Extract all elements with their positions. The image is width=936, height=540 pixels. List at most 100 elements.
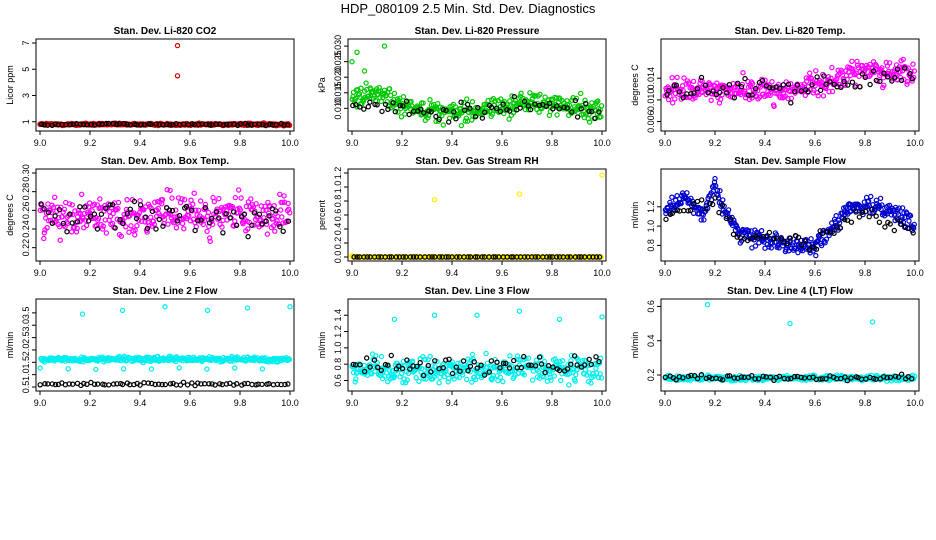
data-point: [862, 74, 869, 81]
data-point: [766, 229, 773, 236]
data-point: [150, 218, 157, 224]
data-point: [361, 68, 368, 74]
data-point: [785, 95, 791, 102]
y-axis-label: degrees C: [5, 194, 15, 236]
data-point: [569, 97, 575, 103]
y-tick-label: 3: [21, 93, 31, 98]
data-point: [93, 366, 99, 373]
data-point: [788, 100, 794, 106]
data-point: [213, 121, 220, 127]
data-point: [79, 311, 86, 317]
data-point: [821, 73, 827, 79]
data-point: [694, 86, 701, 92]
y-tick-label: 1.0: [333, 181, 343, 194]
data-point: [820, 93, 827, 99]
data-point: [598, 114, 604, 120]
data-point: [41, 230, 48, 236]
data-point: [809, 82, 815, 88]
data-point: [123, 224, 129, 230]
data-point: [870, 68, 877, 74]
data-point: [815, 92, 821, 99]
x-tick-label: 9.4: [446, 138, 459, 148]
data-point: [278, 207, 284, 213]
data-point: [284, 122, 291, 128]
data-point: [126, 229, 132, 235]
y-tick-label: 0.6: [333, 209, 343, 222]
y-tick-label: 0.030: [333, 35, 343, 58]
x-tick-label: 9.2: [84, 138, 97, 148]
series-main: [662, 302, 918, 384]
data-point: [756, 94, 763, 101]
data-point: [798, 88, 805, 94]
panel-4: Stan. Dev. Amb. Box Temp. degrees C 9.0 9.2…: [5, 156, 299, 278]
data-point: [894, 66, 901, 73]
data-point: [705, 89, 711, 96]
plot-frame: [35, 298, 295, 392]
data-point: [349, 59, 355, 65]
data-point: [501, 98, 507, 105]
data-point: [710, 88, 716, 94]
data-point: [537, 91, 543, 98]
y-tick-label: 1.5: [21, 356, 31, 369]
data-point: [194, 212, 200, 218]
data-point: [543, 103, 549, 110]
x-tick-label: 10.0: [281, 268, 299, 278]
data-point: [769, 78, 775, 85]
data-point: [891, 227, 898, 234]
data-point: [386, 86, 393, 92]
data-point: [805, 88, 811, 95]
data-point: [206, 121, 213, 128]
x-tick-label: 9.4: [134, 268, 147, 278]
data-point: [823, 81, 829, 87]
data-point: [731, 95, 738, 101]
data-point: [245, 233, 251, 240]
x-tick-label: 9.6: [496, 268, 509, 278]
x-tick-label: 10.0: [593, 268, 611, 278]
data-point: [176, 365, 182, 371]
data-point: [886, 60, 893, 66]
data-point: [792, 88, 798, 95]
data-point: [372, 101, 378, 108]
data-point: [361, 106, 367, 112]
data-point: [850, 66, 856, 72]
series-black: [350, 93, 602, 125]
y-tick-label: 0.6: [646, 300, 656, 313]
data-point: [281, 193, 287, 199]
data-point: [379, 108, 385, 115]
data-point: [882, 224, 888, 230]
data-point: [416, 378, 422, 385]
data-point: [59, 214, 65, 220]
data-point: [681, 207, 687, 214]
data-point: [186, 213, 192, 219]
data-point: [69, 202, 76, 208]
y-tick-label: 0.4: [333, 223, 343, 236]
data-point: [829, 64, 835, 71]
x-tick-label: 10.0: [593, 138, 611, 148]
data-point: [898, 77, 905, 84]
data-point: [817, 87, 824, 94]
data-point: [522, 106, 529, 113]
data-point: [425, 115, 431, 121]
data-point: [354, 49, 360, 56]
data-point: [191, 190, 197, 196]
data-point: [902, 65, 908, 71]
data-point: [879, 65, 885, 71]
panel-8: Stan. Dev. Line 3 Flow ml/min 9.0 9.2 9.4 9.6…: [317, 286, 611, 408]
x-tick-label: 9.8: [546, 268, 559, 278]
data-point: [280, 228, 286, 234]
series-main: [37, 42, 293, 129]
data-point: [357, 104, 363, 110]
y-tick-label: 0.4: [646, 334, 656, 347]
data-point: [57, 237, 64, 243]
data-point: [402, 111, 408, 117]
data-point: [504, 106, 510, 113]
data-point: [518, 90, 524, 97]
x-tick-label: 9.8: [859, 138, 872, 148]
data-point: [674, 74, 680, 81]
data-point: [86, 200, 93, 206]
data-point: [148, 205, 154, 211]
data-point: [39, 121, 45, 128]
data-point: [286, 122, 293, 129]
data-point: [431, 196, 438, 203]
data-point: [838, 84, 844, 91]
